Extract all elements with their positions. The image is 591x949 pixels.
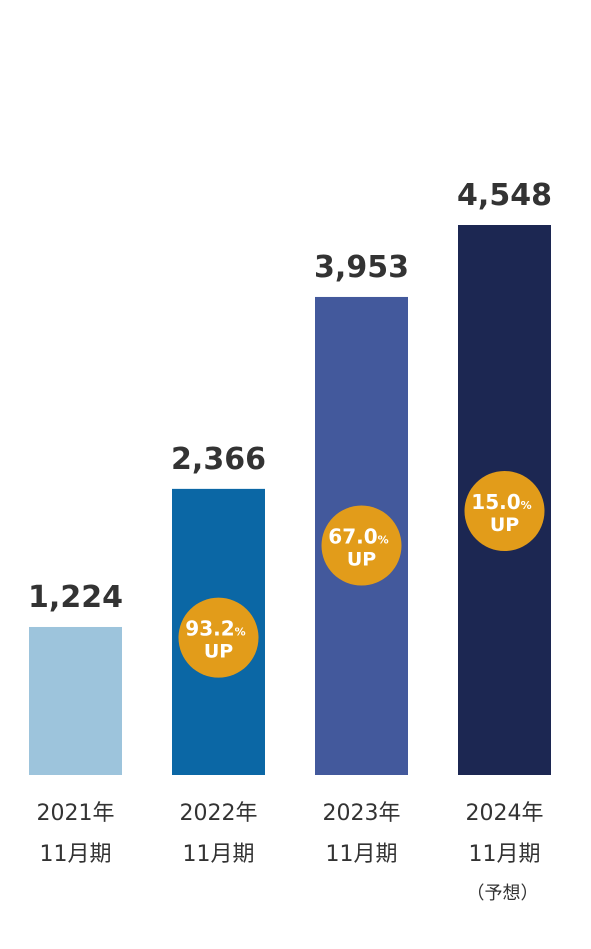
x-tick-label-period: 11月期 (40, 842, 112, 867)
x-tick-label-year: 2021年 (37, 801, 115, 826)
growth-rate-label: 67.0% (328, 525, 388, 549)
data-label: 3,953 (314, 250, 409, 285)
x-tick-label-period: 11月期 (183, 842, 255, 867)
growth-badge (464, 471, 545, 551)
growth-up-label: UP (204, 641, 233, 663)
growth-up-label: UP (490, 514, 519, 536)
x-tick-label-year: 2022年 (180, 801, 258, 826)
bar (29, 626, 122, 775)
data-label: 2,366 (171, 442, 266, 477)
growth-up-label: UP (347, 549, 376, 571)
x-tick-label-period: 11月期 (469, 842, 541, 867)
growth-badge (178, 597, 259, 678)
data-label: 4,548 (457, 178, 552, 213)
x-tick-label-period: 11月期 (326, 842, 398, 867)
data-label: 1,224 (28, 580, 123, 615)
x-tick-label-year: 2023年 (323, 801, 401, 826)
x-tick-label-note: （予想） (467, 883, 539, 904)
x-tick-label-year: 2024年 (466, 801, 544, 826)
growth-rate-label: 93.2% (185, 617, 245, 641)
growth-badge (321, 505, 402, 586)
growth-rate-label: 15.0% (471, 490, 531, 514)
